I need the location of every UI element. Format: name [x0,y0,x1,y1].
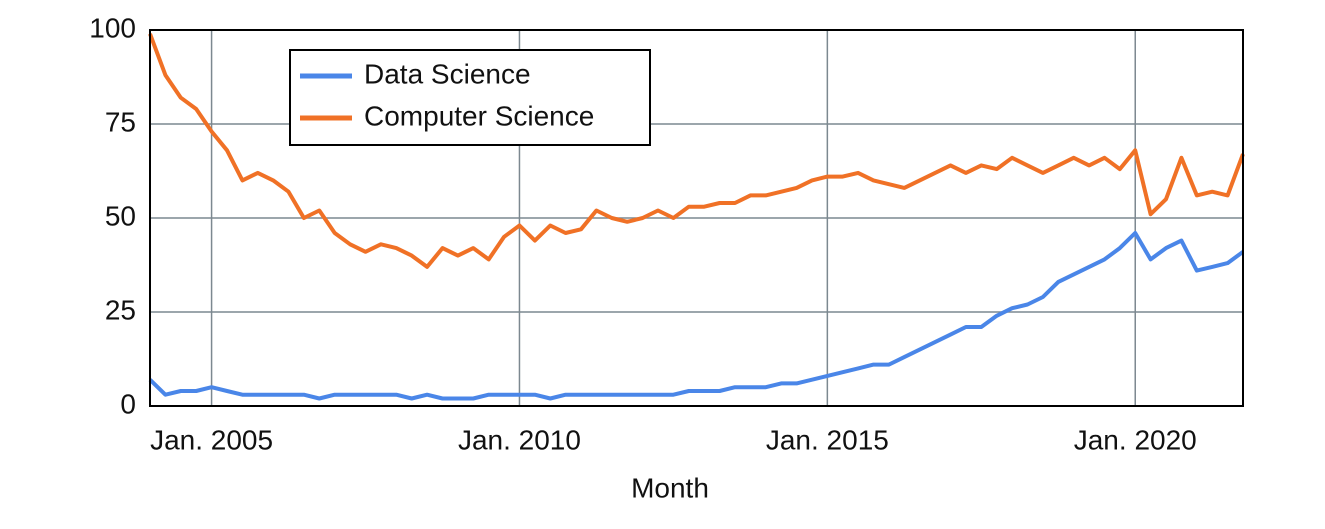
legend: Data Science Computer Science [289,49,651,146]
x-tick-label: Jan. 2015 [766,424,889,455]
legend-box [289,49,651,146]
legend-label: Computer Science [364,100,594,131]
data-line [148,231,1245,401]
plot-frame [149,29,1244,407]
legend-label: Data Science [364,58,531,89]
y-tick-label: 50 [105,200,136,231]
y-tick-label: 0 [120,388,136,419]
x-axis-label: Month [631,472,709,503]
data-line [148,33,1245,269]
x-tick-label: Jan. 2010 [458,424,581,455]
y-tick-label: 75 [105,106,136,137]
y-tick-label: 100 [89,12,136,43]
x-tick-label: Jan. 2005 [150,424,273,455]
y-tick-label: 25 [105,294,136,325]
x-tick-label: Jan. 2020 [1074,424,1197,455]
